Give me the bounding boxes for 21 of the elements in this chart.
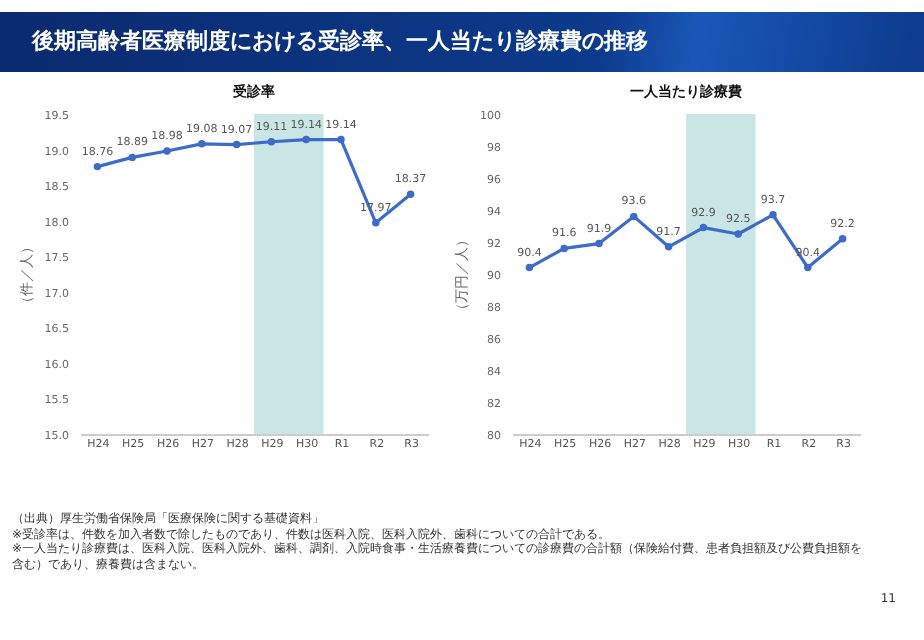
text: 後期高齢者医療制度における受診率、一人当たり診療費の推移: [0, 12, 924, 72]
point: [406, 190, 415, 199]
point: [699, 223, 708, 232]
point: [163, 147, 171, 155]
point: [838, 235, 847, 243]
point: [525, 263, 534, 272]
point: [128, 153, 136, 162]
point: [372, 219, 380, 227]
point: [232, 140, 241, 149]
point: [630, 212, 638, 221]
point: [734, 230, 742, 238]
point: [93, 162, 102, 171]
point: [804, 263, 812, 272]
point: [595, 239, 603, 248]
point: [664, 243, 673, 251]
point: [302, 135, 310, 144]
point: [267, 138, 276, 146]
point: [769, 211, 777, 219]
point: [337, 135, 345, 144]
point: [560, 244, 568, 253]
point: [198, 140, 206, 148]
